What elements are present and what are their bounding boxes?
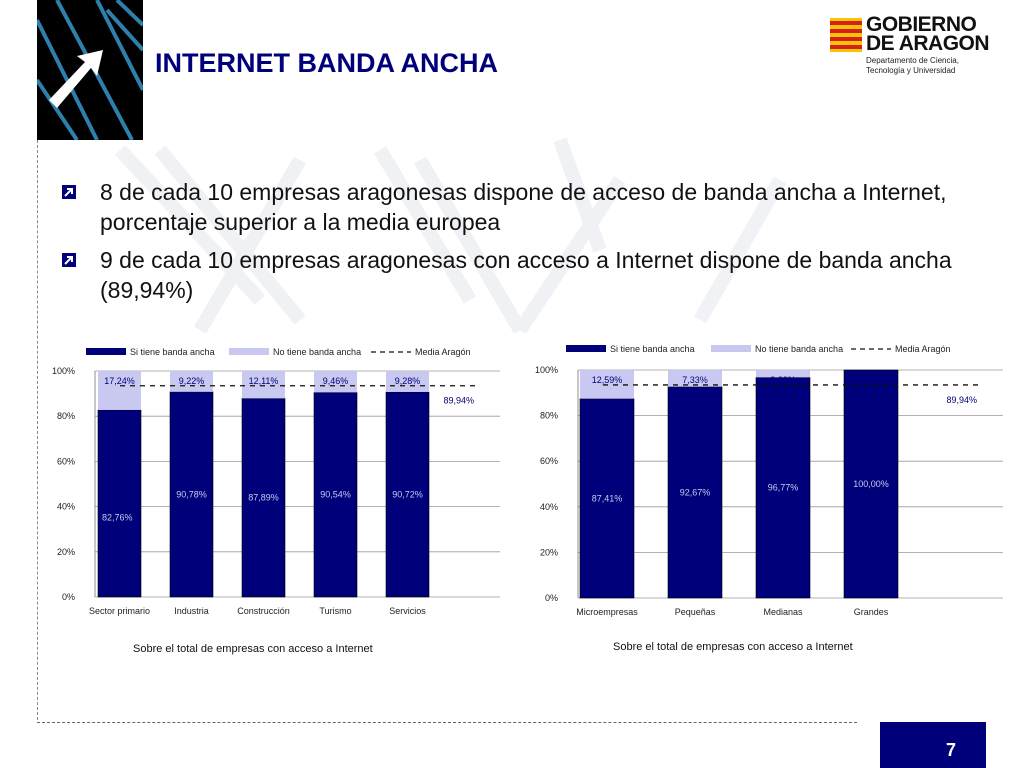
x-tick-label: Servicios (389, 606, 426, 616)
data-label-no: 9,28% (395, 376, 421, 386)
legend-swatch (711, 345, 751, 352)
data-label-si: 90,72% (392, 489, 423, 499)
bar-si (97, 409, 142, 598)
legend-label: No tiene banda ancha (273, 347, 361, 357)
y-tick-label: 100% (52, 366, 75, 376)
x-tick-label: Pequeñas (675, 607, 716, 617)
x-tick-label: Industria (174, 606, 209, 616)
bar-no (242, 371, 285, 399)
legend-swatch (229, 348, 269, 355)
x-tick-label: Construcción (237, 606, 290, 616)
data-label-si: 82,76% (102, 512, 133, 522)
data-label-no: 17,24% (104, 376, 135, 386)
data-label-si: 92,67% (680, 487, 711, 497)
y-tick-label: 40% (57, 502, 75, 512)
x-tick-label: Microempresas (576, 607, 638, 617)
data-label-no: 3,23% (770, 375, 796, 385)
data-label-si: 90,78% (176, 489, 207, 499)
left-dashed-border (37, 140, 38, 720)
bullet-item: 8 de cada 10 empresas aragonesas dispone… (62, 177, 962, 237)
x-tick-label: Grandes (854, 607, 889, 617)
corner-graphic (37, 0, 143, 140)
bar-si (755, 377, 811, 599)
bar-si (579, 398, 635, 599)
arrow-graphic-icon (37, 0, 143, 140)
arrow-bullet-icon (62, 185, 76, 199)
data-label-no: 9,22% (179, 376, 205, 386)
legend-label: No tiene banda ancha (755, 344, 843, 354)
y-tick-label: 0% (545, 593, 558, 603)
bullet-list: 8 de cada 10 empresas aragonesas dispone… (62, 177, 962, 313)
logo-line1: GOBIERNO (866, 13, 977, 36)
bar-no (756, 370, 810, 378)
bar-no (386, 371, 429, 392)
aragon-flag-icon (830, 18, 862, 52)
bar-si (241, 398, 286, 598)
bullet-item: 9 de cada 10 empresas aragonesas con acc… (62, 245, 962, 305)
page-number: 7 (945, 740, 956, 760)
bar-si (843, 369, 899, 599)
y-tick-label: 60% (57, 456, 75, 466)
bar-si (169, 391, 214, 598)
data-label-si: 87,89% (248, 493, 279, 503)
logo-line2: DE ARAGON (866, 32, 990, 55)
y-tick-label: 20% (57, 547, 75, 557)
y-tick-label: 100% (535, 365, 558, 375)
y-tick-label: 60% (540, 456, 558, 466)
slide-title: INTERNET BANDA ANCHA (155, 48, 498, 78)
bar-si (313, 392, 358, 598)
chart-footnote-size: Sobre el total de empresas con acceso a … (613, 641, 853, 653)
data-label-si: 100,00% (853, 479, 889, 489)
reference-line-label: 89,94% (443, 396, 474, 406)
y-tick-label: 0% (62, 592, 75, 602)
y-tick-label: 80% (540, 411, 558, 421)
y-tick-label: 40% (540, 502, 558, 512)
legend-label: Media Aragón (895, 344, 951, 354)
bar-no (314, 371, 357, 393)
chart-size: 0% 20% 40% 60% 80% 100% Si tiene banda ancha No… (535, 344, 1003, 617)
legend-label: Si tiene banda ancha (130, 347, 215, 357)
page-number-box: 7 (880, 722, 986, 768)
legend-swatch (566, 345, 606, 352)
bar-si (385, 391, 430, 598)
y-tick-label: 20% (540, 547, 558, 557)
chart-footnote-sector: Sobre el total de empresas con acceso a … (133, 643, 373, 655)
bullet-text: 8 de cada 10 empresas aragonesas dispone… (100, 179, 947, 235)
bullet-text: 9 de cada 10 empresas aragonesas con acc… (100, 247, 952, 303)
x-tick-label: Medianas (763, 607, 803, 617)
bar-si (667, 386, 723, 599)
data-label-no: 12,59% (592, 375, 623, 385)
chart-sector: 0% 20% 40% 60% 80% 100% Si tiene banda ancha No… (52, 347, 500, 616)
logo-subtitle: Departamento de Ciencia, Tecnología y Un… (866, 56, 959, 75)
data-label-no: 9,46% (323, 376, 349, 386)
bar-no (170, 371, 213, 392)
legend-label: Si tiene banda ancha (610, 344, 695, 354)
y-tick-label: 80% (57, 411, 75, 421)
bar-no (668, 370, 722, 387)
x-tick-label: Turismo (319, 606, 351, 616)
data-label-si: 87,41% (592, 493, 623, 503)
bar-no (98, 371, 141, 410)
reference-line-label: 89,94% (946, 395, 977, 405)
data-label-si: 96,77% (768, 483, 799, 493)
data-label-no: 12,11% (249, 376, 279, 386)
arrow-bullet-icon (62, 253, 76, 267)
data-label-si: 90,54% (320, 490, 351, 500)
gobierno-aragon-logo: GOBIERNO DE ARAGON Departamento de Cienc… (828, 14, 998, 80)
x-tick-label: Sector primario (89, 606, 150, 616)
legend-label: Media Aragón (415, 347, 471, 357)
bottom-dashed-border (37, 722, 857, 723)
data-label-no: 7,33% (682, 375, 708, 385)
legend-swatch (86, 348, 126, 355)
